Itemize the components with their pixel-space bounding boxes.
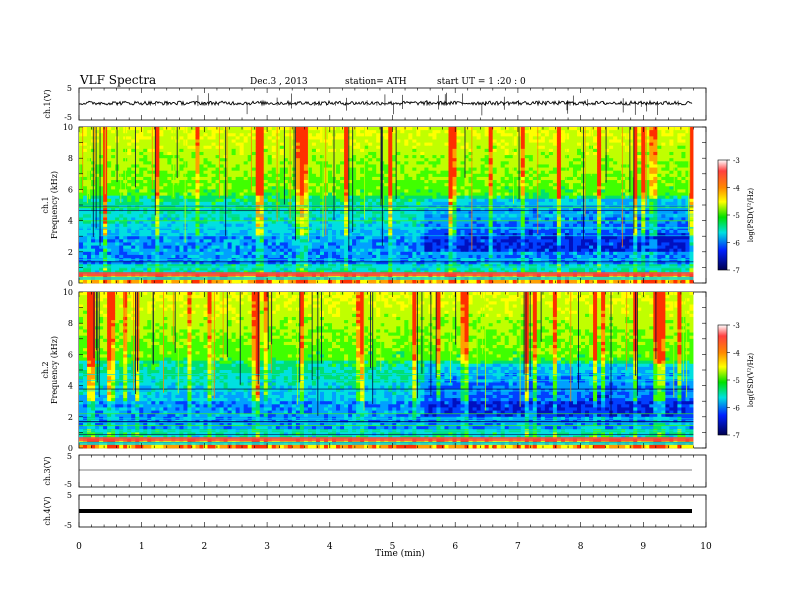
colorbar-tick-label: -5 (733, 212, 740, 220)
colorbar-ch2-label: log(PSD(V²/Hz) (747, 353, 755, 408)
spectrogram-panel-ch2: 0 2 4 6 8 10 ch.2 Frequency (kHz) (41, 288, 707, 453)
frequency-tick-label: 4 (68, 382, 73, 391)
ch4-ytick-top: 5 (67, 491, 72, 500)
frequency-tick-label: 10 (63, 123, 73, 132)
time-tick-label: 5 (390, 542, 396, 552)
frequency-tick-label: 0 (68, 444, 73, 453)
ch3-ytick-top: 5 (67, 452, 72, 461)
colorbar-ch2: -3 -4 -5 -6 -7 log(PSD(V²/Hz) (717, 322, 755, 440)
waveform-panel-ch3: 5 -5 ch.3(V) (43, 452, 707, 489)
time-tick-label: 0 (76, 542, 82, 552)
ch3-ytick-bottom: -5 (64, 480, 72, 489)
frequency-tick-label: 4 (68, 217, 73, 226)
time-tick-label: 8 (578, 542, 584, 552)
time-axis-ticks: 0 1 2 3 4 5 6 7 8 9 10 (76, 542, 712, 552)
colorbar-ch1-label: log(PSD(V²/Hz) (747, 188, 755, 243)
ch1-channel-label: ch.1 (41, 196, 50, 213)
chart-title: VLF Spectra (79, 73, 156, 87)
colorbar-tick-label: -7 (733, 267, 740, 275)
frequency-tick-label: 2 (68, 248, 73, 257)
colorbar-tick-label: -3 (733, 157, 740, 165)
time-tick-label: 4 (327, 542, 333, 552)
colorbar-tick-label: -4 (733, 185, 740, 193)
waveform-ch1-trace (78, 92, 693, 116)
date-label: Dec.3 , 2013 (250, 77, 308, 87)
spectrogram-panel-ch1: 0 2 4 6 8 10 ch.1 Frequency (kHz) (41, 123, 707, 288)
colorbar-tick-label: -4 (733, 350, 740, 358)
ch3-waveform-ylabel: ch.3(V) (43, 456, 52, 485)
ch2-channel-label: ch.2 (41, 361, 50, 378)
ch4-ytick-bottom: -5 (64, 521, 72, 530)
colorbar-tick-label: -7 (733, 432, 740, 440)
frequency-tick-label: 8 (68, 154, 73, 163)
ch2-frequency-ylabel: Frequency (kHz) (50, 336, 59, 404)
waveform-panel-ch1: 5 -5 ch.1(V) (43, 84, 707, 122)
ch1-waveform-ylabel: ch.1(V) (43, 89, 52, 118)
time-axis-label: Time (min) (375, 548, 425, 559)
frequency-tick-label: 2 (68, 413, 73, 422)
frequency-tick-label: 10 (63, 288, 73, 297)
time-tick-label: 3 (264, 542, 270, 552)
ch1-ytick-bottom: -5 (64, 113, 72, 122)
time-tick-label: 10 (700, 542, 712, 552)
time-tick-label: 7 (515, 542, 521, 552)
ch4-waveform-ylabel: ch.4(V) (43, 496, 52, 525)
spectrogram-ch2-image (79, 292, 706, 449)
frequency-tick-label: 6 (68, 350, 73, 359)
colorbar-tick-label: -6 (733, 405, 740, 413)
time-tick-label: 9 (640, 542, 646, 552)
colorbar-tick-label: -5 (733, 377, 740, 385)
spectrogram-ch1-image (79, 127, 706, 284)
waveform-ch4-trace (79, 509, 692, 513)
station-label: station= ATH (345, 77, 407, 87)
ch1-ytick-top: 5 (67, 84, 72, 93)
colorbar-tick-label: -6 (733, 240, 740, 248)
ch1-frequency-ylabel: Frequency (kHz) (50, 171, 59, 239)
frequency-tick-label: 0 (68, 279, 73, 288)
frequency-tick-label: 6 (68, 185, 73, 194)
time-tick-label: 6 (452, 542, 458, 552)
start-time-label: start UT = 1 :20 : 0 (437, 77, 526, 87)
frequency-tick-label: 8 (68, 319, 73, 328)
time-tick-label: 1 (139, 542, 145, 552)
time-tick-label: 2 (202, 542, 208, 552)
colorbar-tick-label: -3 (733, 322, 740, 330)
colorbar-ch1: -3 -4 -5 -6 -7 log(PSD(V²/Hz) (717, 157, 755, 275)
waveform-panel-ch4: 5 -5 ch.4(V) (43, 491, 707, 530)
